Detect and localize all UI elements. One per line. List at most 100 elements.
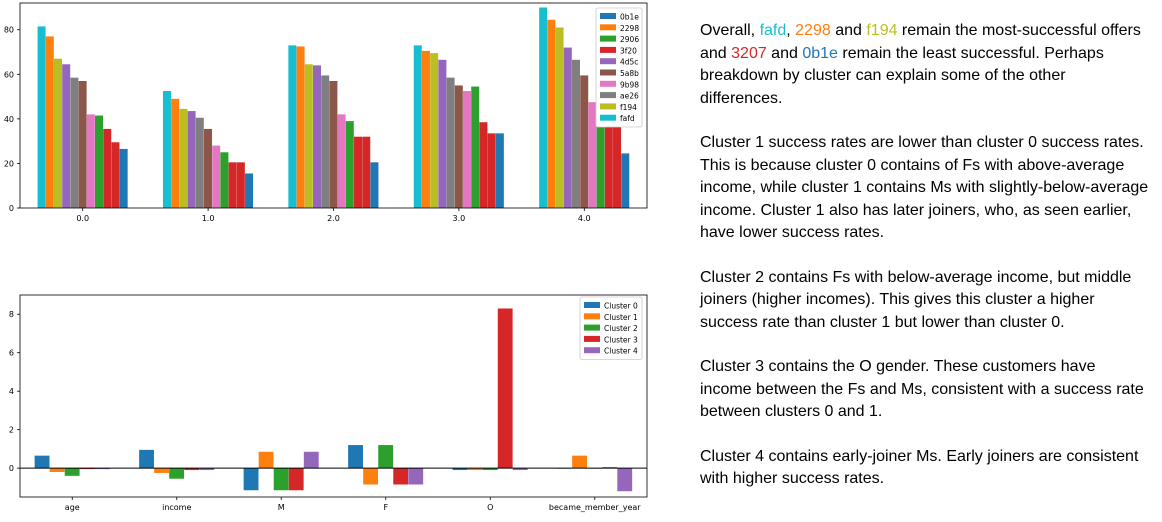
bar-3207 (236, 162, 245, 208)
legend-label: fafd (620, 114, 635, 123)
bar-2906 (345, 121, 354, 208)
y-tick-label: 60 (4, 70, 14, 79)
bar-9b98 (86, 114, 95, 208)
bar-cluster-0 (348, 445, 363, 469)
bar-3f20 (604, 119, 613, 208)
bar-0b1e (370, 162, 379, 208)
bar-0b1e (245, 173, 254, 208)
y-tick-label: 0 (9, 464, 14, 473)
legend-label: Cluster 4 (604, 347, 638, 356)
bar-4d5c (563, 47, 572, 208)
bar-cluster-2 (169, 468, 185, 479)
notes-text: remain the least successful. Perhaps bre… (700, 44, 1104, 107)
bar-5a8b (78, 80, 87, 208)
bar-cluster-0 (243, 468, 259, 491)
y-tick-label: 2 (9, 426, 14, 435)
bar-9b98 (588, 102, 597, 208)
notes-paragraph-cluster-1: Cluster 1 success rates are lower than c… (700, 134, 1149, 241)
bar-3f20 (103, 128, 112, 208)
bar-cluster-3 (497, 308, 513, 469)
bar-2298 (45, 36, 54, 208)
bar-f194 (179, 108, 188, 208)
bar-cluster-1 (572, 455, 588, 469)
bar-fafd (288, 45, 297, 209)
bar-0b1e (621, 153, 630, 208)
offer-3207-highlight: 3207 (731, 44, 767, 62)
bar-cluster-3 (184, 468, 200, 471)
bar-f194 (555, 27, 564, 209)
x-tick-label: 0.0 (76, 214, 89, 223)
bar-cluster-1 (363, 468, 379, 485)
offer-f194-highlight: f194 (866, 22, 898, 39)
notes-text: remain the most-successful offers and (700, 22, 1141, 62)
x-tick-label: 1.0 (202, 214, 215, 223)
y-tick-label: 80 (4, 26, 14, 35)
bar-cluster-4 (303, 451, 319, 469)
bar-cluster-0 (34, 455, 50, 469)
bar-9b98 (463, 91, 472, 208)
y-tick-label: 40 (4, 115, 14, 124)
bar-ae26 (195, 117, 204, 208)
plot-frame (19, 294, 648, 498)
bar-cluster-3 (288, 468, 304, 491)
bar-cluster-2 (378, 445, 394, 469)
bar-ae26 (321, 75, 330, 208)
legend-label: 2298 (620, 24, 639, 33)
bar-cluster-3 (393, 468, 409, 485)
bar-2298 (171, 98, 180, 208)
bar-4d5c (312, 65, 321, 208)
legend-label: 0b1e (620, 13, 639, 22)
bar-cluster-2 (482, 468, 498, 471)
bar-2298 (296, 46, 305, 209)
legend-swatch (600, 114, 616, 121)
bar-3207 (487, 133, 496, 208)
bar-4d5c (62, 64, 71, 208)
x-tick-label: F (383, 503, 388, 512)
bar-cluster-4 (512, 468, 528, 471)
legend-label: Cluster 1 (604, 313, 638, 322)
analysis-notes: Overall, fafd, 2298 and f194 remain the … (700, 20, 1150, 513)
notes-paragraph-cluster-4: Cluster 4 contains early-joiner Ms. Earl… (700, 447, 1139, 488)
bar-ae26 (70, 77, 79, 209)
legend-label: Cluster 3 (604, 335, 638, 344)
bar-cluster-4 (617, 468, 633, 492)
bar-4d5c (187, 111, 196, 208)
legend-swatch (600, 69, 616, 76)
bar-5a8b (329, 80, 338, 208)
notes-text: and (766, 44, 803, 62)
y-tick-label: 6 (9, 349, 14, 358)
bar-5a8b (580, 75, 589, 208)
bar-3207 (111, 142, 120, 208)
legend-swatch (600, 24, 616, 31)
notes-text: , (786, 22, 796, 39)
legend-swatch (584, 335, 600, 342)
legend-label: Cluster 0 (604, 302, 638, 311)
bar-9b98 (212, 145, 221, 208)
bar-3f20 (228, 162, 237, 208)
bar-f194 (53, 58, 62, 209)
bar-3f20 (354, 136, 363, 208)
bar-cluster-1 (258, 451, 274, 469)
y-tick-label: 8 (9, 310, 14, 319)
legend-swatch (584, 313, 600, 320)
legend-label: 2906 (620, 35, 639, 44)
offer-2298-highlight: 2298 (795, 22, 831, 39)
bar-9b98 (337, 114, 346, 208)
legend-swatch (600, 103, 616, 110)
bar-fafd (413, 45, 422, 209)
bar-cluster-2 (273, 468, 289, 491)
x-tick-label: M (278, 503, 285, 512)
notes-paragraph-cluster-2: Cluster 2 contains Fs with below-average… (700, 268, 1132, 331)
bar-cluster-1 (154, 468, 170, 473)
bar-cluster-0 (139, 449, 154, 469)
y-tick-label: 4 (9, 387, 14, 396)
bar-cluster-1 (467, 468, 483, 471)
bar-ae26 (571, 59, 580, 208)
y-tick-label: 0 (9, 204, 14, 213)
bar-cluster-0 (452, 468, 468, 471)
y-tick-label: 20 (4, 159, 14, 168)
bar-4d5c (438, 59, 447, 208)
legend-swatch (600, 92, 616, 99)
bar-2298 (547, 19, 556, 209)
bar-3f20 (479, 122, 488, 208)
